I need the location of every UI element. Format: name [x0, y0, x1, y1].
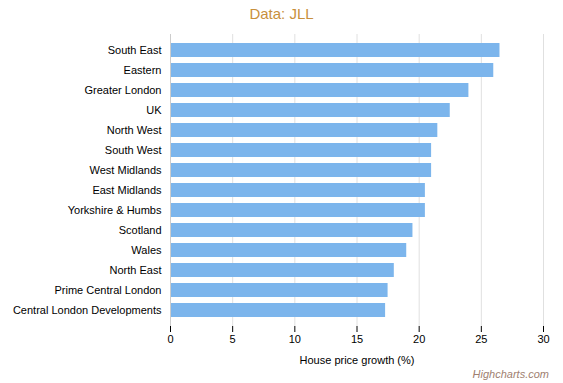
- svg-text:North West: North West: [107, 124, 162, 136]
- svg-text:East Midlands: East Midlands: [92, 184, 162, 196]
- svg-text:10: 10: [289, 333, 301, 345]
- svg-text:Scotland: Scotland: [119, 224, 162, 236]
- svg-text:North East: North East: [110, 264, 162, 276]
- svg-text:Central London Developments: Central London Developments: [13, 304, 162, 316]
- svg-text:20: 20: [413, 333, 425, 345]
- svg-text:House price growth (%): House price growth (%): [300, 354, 415, 366]
- svg-text:5: 5: [230, 333, 236, 345]
- svg-text:15: 15: [351, 333, 363, 345]
- svg-text:Wales: Wales: [131, 244, 162, 256]
- svg-text:25: 25: [475, 333, 487, 345]
- svg-text:UK: UK: [146, 104, 162, 116]
- svg-text:30: 30: [537, 333, 549, 345]
- svg-text:Prime Central London: Prime Central London: [54, 284, 161, 296]
- svg-text:0: 0: [167, 333, 173, 345]
- svg-text:South West: South West: [105, 144, 162, 156]
- svg-text:Yorkshire & Humbs: Yorkshire & Humbs: [68, 204, 162, 216]
- svg-text:Greater London: Greater London: [84, 84, 161, 96]
- svg-text:Eastern: Eastern: [124, 64, 162, 76]
- svg-text:West Midlands: West Midlands: [90, 164, 162, 176]
- html-text:Data: JLL: Data: JLL: [249, 5, 314, 22]
- html-text:Highcharts.com: Highcharts.com: [472, 368, 549, 380]
- svg-text:South East: South East: [108, 44, 162, 56]
